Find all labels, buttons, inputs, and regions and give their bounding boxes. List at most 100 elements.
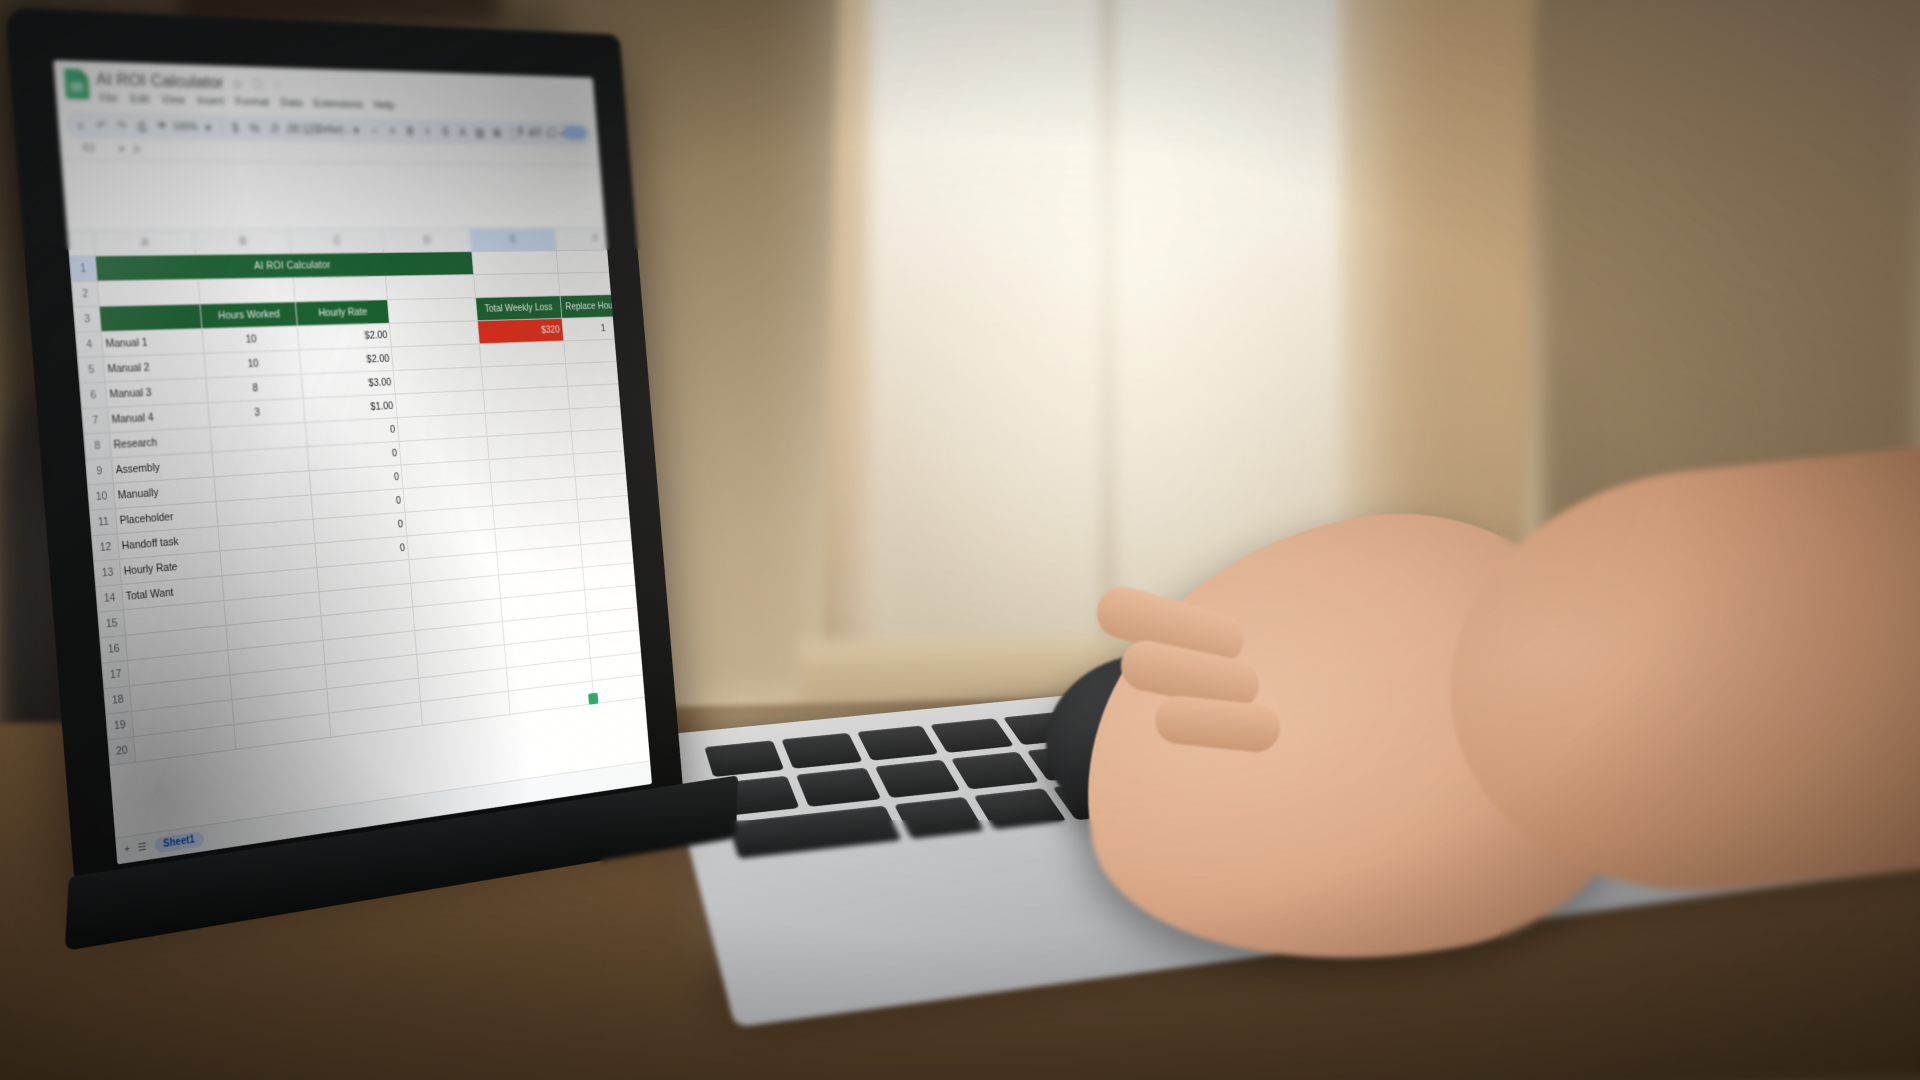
- sheets-logo-icon: [64, 69, 90, 100]
- comment-icon[interactable]: ὞9: [515, 124, 527, 139]
- row-header-1[interactable]: 1: [69, 256, 97, 282]
- document-title[interactable]: AI ROI Calculator: [95, 69, 224, 92]
- share-icon[interactable]: ὑ2: [531, 124, 543, 139]
- menu-data[interactable]: Data: [280, 97, 303, 109]
- sheet-table[interactable]: A B C D E F G 1 AI ROI Calculator: [67, 227, 652, 766]
- row-header-9[interactable]: 9: [86, 458, 114, 485]
- decrease-font-size-button[interactable]: −: [368, 123, 380, 138]
- italic-icon[interactable]: I: [422, 124, 434, 139]
- toolbar-right-group[interactable]: ὞9 ὑ2 ▢: [515, 124, 587, 140]
- row-rate[interactable]: $2.00: [298, 323, 392, 350]
- cell-d2[interactable]: [386, 275, 476, 300]
- currency-icon[interactable]: $: [229, 120, 242, 136]
- cell-e1[interactable]: [472, 251, 558, 275]
- row-hours[interactable]: 10: [202, 326, 300, 353]
- header-hourly-rate[interactable]: Hourly Rate: [296, 300, 390, 326]
- row-header-5[interactable]: 5: [78, 357, 106, 383]
- row-header-2[interactable]: 2: [71, 281, 99, 307]
- row-header-20[interactable]: 20: [108, 737, 136, 766]
- sheet-tab-sheet1[interactable]: Sheet1: [154, 831, 204, 853]
- photo-scene: AI ROI Calculator File Edit View Inse: [0, 0, 1920, 1080]
- cell-e2[interactable]: [473, 273, 559, 298]
- row-header-18[interactable]: 18: [104, 686, 132, 714]
- key[interactable]: [704, 740, 784, 777]
- cloud-status-icon[interactable]: [273, 78, 287, 92]
- header-total-weekly-loss[interactable]: Total Weekly Loss: [475, 296, 561, 321]
- cell-a2[interactable]: [97, 279, 200, 306]
- menu-insert[interactable]: Insert: [197, 95, 225, 107]
- move-to-folder-icon[interactable]: [252, 77, 266, 91]
- column-header-d[interactable]: D: [382, 228, 472, 252]
- row-header-10[interactable]: 10: [88, 483, 116, 510]
- font-caret-icon[interactable]: ▾: [350, 123, 363, 138]
- row-header-11[interactable]: 11: [90, 509, 118, 536]
- bold-icon[interactable]: B: [404, 124, 416, 139]
- column-header-e[interactable]: E: [470, 228, 556, 252]
- cell-d4[interactable]: [389, 321, 479, 347]
- row-header-12[interactable]: 12: [92, 534, 120, 561]
- strikethrough-icon[interactable]: S: [439, 124, 451, 139]
- key[interactable]: [930, 718, 1014, 753]
- key[interactable]: [781, 733, 862, 769]
- total-weekly-loss-value[interactable]: $320: [477, 318, 563, 344]
- select-all-corner[interactable]: [67, 231, 95, 257]
- key[interactable]: [874, 760, 961, 799]
- menu-format[interactable]: Format: [235, 96, 269, 108]
- percent-icon[interactable]: %: [248, 121, 261, 137]
- increase-decimal-icon[interactable]: .00: [286, 121, 299, 137]
- undo-icon[interactable]: ↶: [94, 118, 108, 134]
- menu-help[interactable]: Help: [374, 100, 395, 112]
- print-icon[interactable]: ⎙: [135, 118, 149, 134]
- row-header-13[interactable]: 13: [94, 559, 122, 587]
- column-header-b[interactable]: B: [194, 230, 292, 255]
- add-sheet-icon[interactable]: +: [124, 844, 131, 856]
- increase-font-size-button[interactable]: +: [386, 123, 398, 138]
- text-color-icon[interactable]: A: [457, 125, 469, 140]
- column-header-a[interactable]: A: [93, 230, 196, 256]
- row-label[interactable]: Manual 1: [101, 329, 203, 357]
- borders-icon[interactable]: ⊞: [491, 125, 503, 140]
- row-header-8[interactable]: 8: [84, 433, 112, 460]
- font-name-selector[interactable]: Defaul...: [323, 122, 344, 138]
- row-header-4[interactable]: 4: [75, 332, 103, 358]
- zoom-caret-icon[interactable]: ▾: [201, 120, 214, 136]
- column-header-c[interactable]: C: [290, 229, 384, 254]
- row-header-16[interactable]: 16: [100, 635, 128, 663]
- paint-format-icon[interactable]: ☂: [155, 119, 169, 135]
- star-icon[interactable]: [231, 77, 245, 91]
- header-task[interactable]: [99, 304, 202, 332]
- meet-icon[interactable]: ▢: [547, 125, 558, 140]
- redo-icon[interactable]: ↷: [115, 118, 129, 134]
- menu-view[interactable]: View: [161, 94, 185, 106]
- name-box-caret-icon[interactable]: ▾: [119, 144, 125, 155]
- fill-color-icon[interactable]: ▤: [474, 125, 486, 140]
- google-sheets-app[interactable]: AI ROI Calculator File Edit View Inse: [53, 60, 652, 864]
- menu-edit[interactable]: Edit: [130, 93, 150, 105]
- row-header-7[interactable]: 7: [82, 407, 110, 434]
- name-box[interactable]: K3: [68, 143, 110, 155]
- key[interactable]: [951, 752, 1039, 790]
- menu-extensions[interactable]: Extensions: [313, 98, 363, 111]
- key[interactable]: [856, 725, 938, 760]
- cell-e5[interactable]: [479, 341, 565, 367]
- spreadsheet-grid[interactable]: A B C D E F G 1 AI ROI Calculator: [67, 227, 652, 864]
- all-sheets-icon[interactable]: ☰: [138, 841, 148, 853]
- row-header-19[interactable]: 19: [106, 711, 134, 740]
- menu-file[interactable]: File: [99, 93, 118, 105]
- cell-d3-spacer[interactable]: [388, 298, 478, 324]
- decrease-decimal-icon[interactable]: .0: [267, 121, 280, 137]
- more-formats-icon[interactable]: 123: [305, 122, 318, 137]
- laptop-screen[interactable]: AI ROI Calculator File Edit View Inse: [53, 60, 652, 864]
- header-hours-worked[interactable]: Hours Worked: [200, 302, 298, 329]
- row-header-6[interactable]: 6: [80, 382, 108, 408]
- cell-b2[interactable]: [198, 278, 296, 304]
- search-icon[interactable]: ⌕: [74, 117, 88, 133]
- row-header-15[interactable]: 15: [98, 610, 126, 638]
- key[interactable]: [796, 768, 881, 807]
- row-header-3[interactable]: 3: [73, 306, 101, 332]
- row-header-14[interactable]: 14: [96, 585, 124, 613]
- cell-c2[interactable]: [294, 276, 388, 302]
- share-button[interactable]: [563, 126, 587, 140]
- row-header-17[interactable]: 17: [102, 661, 130, 689]
- zoom-level[interactable]: 100%: [175, 119, 195, 135]
